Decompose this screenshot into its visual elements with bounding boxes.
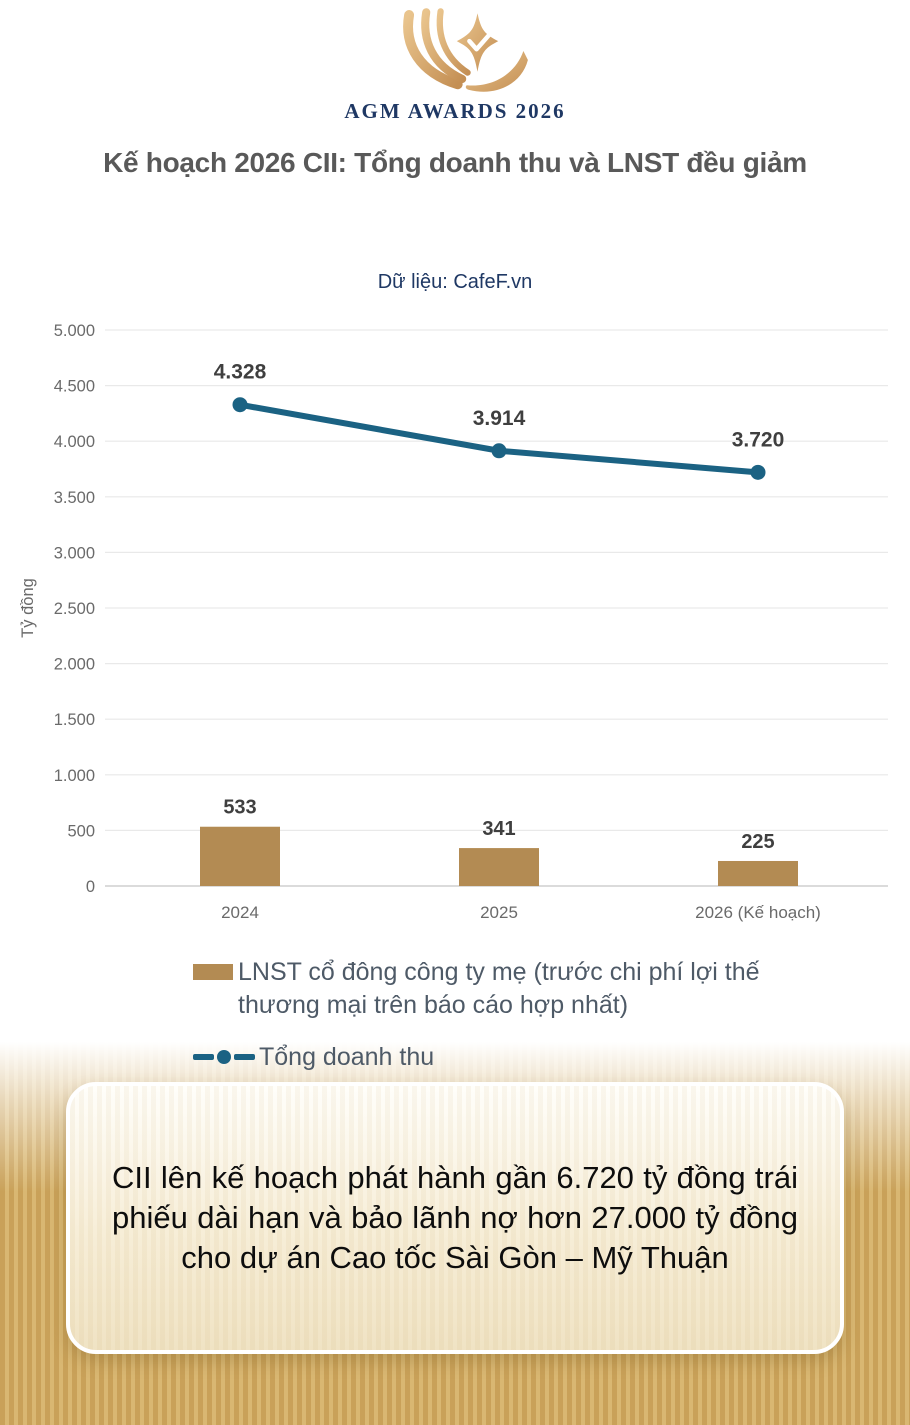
bar-series-swatch-icon [193,964,233,980]
y-tick-label: 0 [86,878,95,896]
x-axis-label: 2025 [480,903,518,922]
revenue-point [232,397,248,413]
callout-text: CII lên kế hoạch phát hành gần 6.720 tỷ … [112,1159,798,1276]
y-tick-label: 5.000 [54,322,95,340]
y-tick-label: 1.500 [54,711,95,729]
bar-2025 [459,848,539,886]
y-tick-label: 2.500 [54,600,95,618]
chart-title: Kế hoạch 2026 CII: Tổng doanh thu và LNS… [103,147,807,178]
bar-2024 [200,826,280,886]
y-tick-label: 3.500 [54,489,95,507]
y-tick-label: 3.000 [54,544,95,562]
callout-card: CII lên kế hoạch phát hành gần 6.720 tỷ … [66,1082,844,1354]
legend-item-revenue: Tổng doanh thu [193,1041,813,1074]
bar-2026 [718,860,798,886]
bar-value-label: 533 [223,797,256,819]
chart-legend: LNST cổ đông công ty mẹ (trước chi phí l… [193,956,813,1074]
y-tick-label: 4.500 [54,378,95,396]
y-tick-label: 4.000 [54,433,95,451]
revenue-point [491,443,507,459]
revenue-value-label: 3.720 [732,428,785,451]
revenue-point [750,464,766,480]
agm-awards-logo-icon [403,8,528,92]
bar-value-label: 341 [482,818,515,840]
revenue-value-label: 4.328 [214,361,267,384]
x-axis-label: 2026 (Kế hoạch) [695,903,821,922]
combo-chart: 0 500 1.000 1.500 2.000 2.500 3.000 3.500 4.000 4… [19,322,888,922]
revenue-value-label: 3.914 [473,407,526,430]
y-tick-label: 2.000 [54,656,95,674]
y-tick-label: 1.000 [54,767,95,785]
x-axis-label: 2024 [221,903,259,922]
legend-label-revenue: Tổng doanh thu [259,1043,435,1071]
line-series-marker-icon [193,1050,255,1065]
legend-item-lnst: LNST cổ đông công ty mẹ (trước chi phí l… [193,956,813,1021]
y-axis-title: Tỷ đồng [19,578,37,638]
bar-value-label: 225 [741,831,774,853]
data-source-label: Dữ liệu: CafeF.vn [377,271,533,293]
legend-label-lnst: LNST cổ đông công ty mẹ (trước chi phí l… [238,958,760,1019]
logo-wordmark: AGM AWARDS 2026 [344,99,566,123]
y-tick-label: 500 [67,822,95,840]
